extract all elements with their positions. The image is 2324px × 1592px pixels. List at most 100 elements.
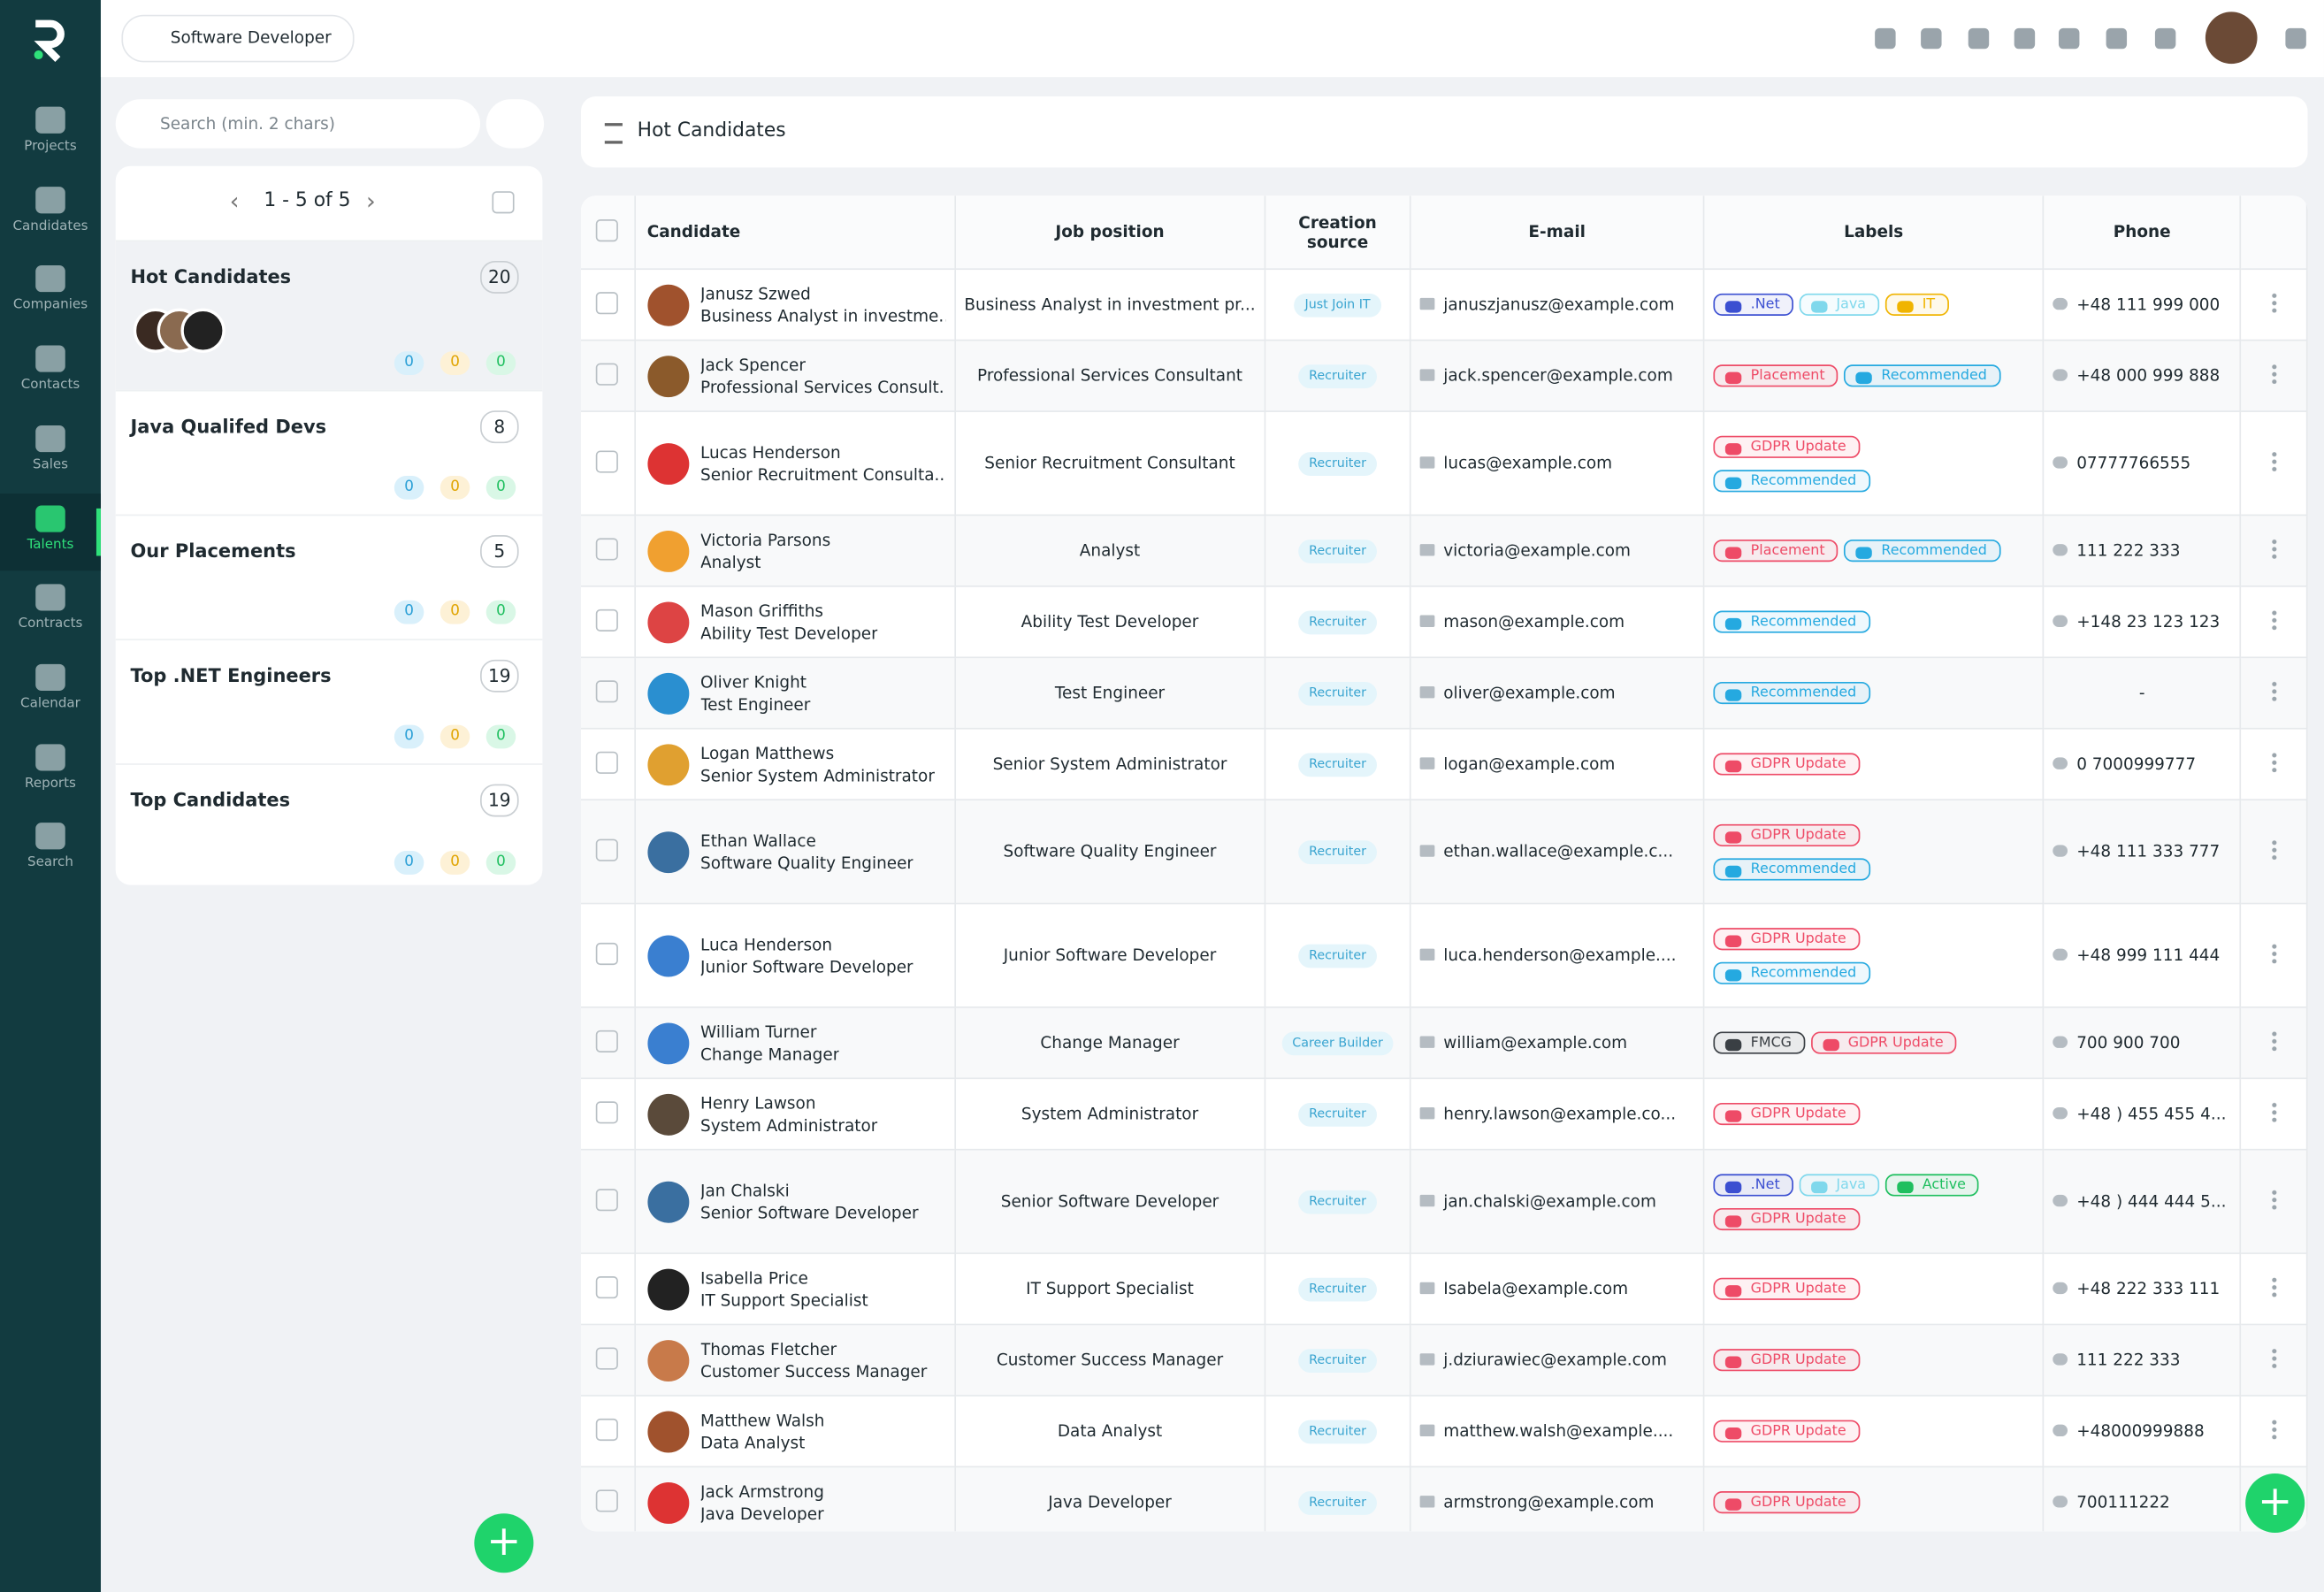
icon[interactable] [1921, 27, 1942, 50]
more-icon[interactable] [2271, 942, 2276, 964]
checkbox[interactable] [596, 362, 619, 385]
candidate-row[interactable]: Logan Matthews Senior System Administrato… [580, 728, 2308, 801]
nav-item[interactable]: Companies [0, 254, 101, 331]
candidate-row[interactable]: Janusz Szwed Business Analyst in investme… [580, 269, 2308, 341]
row-actions[interactable] [2240, 1253, 2308, 1326]
nav-item[interactable]: Calendar [0, 652, 101, 729]
row-actions[interactable] [2240, 1395, 2308, 1468]
candidate-name[interactable]: Jan Chalski [700, 1180, 790, 1200]
checkbox[interactable] [596, 537, 619, 560]
row-actions[interactable] [2240, 1149, 2308, 1254]
checkbox[interactable] [596, 942, 619, 965]
candidate-row[interactable]: William Turner Change Manager Change Manag… [580, 1006, 2308, 1080]
checkbox[interactable] [596, 1100, 619, 1123]
row-actions[interactable] [2240, 340, 2308, 412]
row-actions[interactable] [2240, 800, 2308, 905]
candidate-row[interactable]: Isabella Price IT Support Specialist IT Su… [580, 1253, 2308, 1326]
candidate-name[interactable]: Oliver Knight [700, 672, 807, 692]
nav-item[interactable]: Sales [0, 413, 101, 490]
more-icon[interactable] [2271, 1029, 2276, 1052]
row-actions[interactable] [2240, 586, 2308, 659]
row-actions[interactable] [2240, 269, 2308, 341]
nav-item[interactable]: Projects [0, 95, 101, 172]
more-icon[interactable] [2271, 292, 2276, 313]
add-list[interactable]: + [474, 1513, 534, 1573]
icon[interactable] [2154, 27, 2176, 50]
candidate-name[interactable]: Lucas Henderson [700, 442, 841, 463]
checkbox[interactable] [596, 838, 619, 861]
list-item[interactable]: Top .NET Engineers 19 0 0 0 [115, 639, 543, 763]
select-all[interactable] [492, 191, 515, 214]
more-icon[interactable] [2271, 608, 2276, 631]
candidate-name[interactable]: Luca Henderson [700, 934, 833, 954]
candidate-name[interactable]: Jack Spencer [700, 355, 806, 375]
list-item[interactable]: Top Candidates 19 0 0 0 [115, 763, 543, 884]
candidate-row[interactable]: Victoria Parsons Analyst Analyst Recruiter v… [580, 515, 2308, 587]
more-icon[interactable] [2271, 1101, 2276, 1122]
nav-item[interactable]: Contacts [0, 333, 101, 410]
filter-icon[interactable] [604, 123, 623, 144]
candidate-name[interactable]: Mason Griffiths [700, 601, 824, 621]
notifications[interactable] [2058, 27, 2080, 50]
icon[interactable] [2106, 27, 2128, 50]
row-actions[interactable] [2240, 1078, 2308, 1151]
prev-page[interactable]: ‹ [229, 187, 240, 216]
list-item[interactable]: Our Placements 5 0 0 0 [115, 514, 543, 639]
checkbox[interactable] [596, 1188, 619, 1211]
nav-item[interactable]: Candidates [0, 174, 101, 251]
candidate-name[interactable]: Matthew Walsh [700, 1410, 825, 1430]
nav-item[interactable]: Talents [0, 493, 101, 570]
checkbox[interactable] [596, 291, 619, 314]
candidate-name[interactable]: William Turner [700, 1022, 817, 1042]
candidate-row[interactable]: Jack Armstrong Java Developer Java Develop… [580, 1466, 2308, 1532]
add-candidate[interactable]: + [2245, 1473, 2305, 1533]
checkbox[interactable] [596, 1029, 619, 1052]
candidate-row[interactable]: Luca Henderson Junior Software Developer J… [580, 903, 2308, 1008]
checkbox[interactable] [596, 1346, 619, 1369]
user-avatar[interactable] [2205, 11, 2258, 65]
icon[interactable] [1968, 27, 1990, 50]
candidate-name[interactable]: Jack Armstrong [700, 1481, 824, 1501]
list-item[interactable]: Hot Candidates 20 0 0 0 [115, 240, 543, 390]
candidate-row[interactable]: Jan Chalski Senior Software Developer Seni… [580, 1149, 2308, 1254]
more-icon[interactable] [2271, 680, 2276, 701]
row-actions[interactable] [2240, 1324, 2308, 1397]
icon[interactable] [2285, 27, 2306, 50]
icon[interactable] [2014, 27, 2036, 50]
row-actions[interactable] [2240, 1006, 2308, 1080]
more-icon[interactable] [2271, 1418, 2276, 1440]
checkbox[interactable] [596, 608, 619, 631]
column-settings[interactable] [2240, 195, 2308, 271]
checkbox[interactable] [596, 750, 619, 774]
row-actions[interactable] [2240, 903, 2308, 1008]
more-icon[interactable] [2271, 538, 2276, 559]
checkbox[interactable] [596, 1275, 619, 1298]
more-icon[interactable] [2271, 363, 2276, 385]
more-icon[interactable] [2271, 1189, 2276, 1210]
candidate-row[interactable]: Oliver Knight Test Engineer Test Engineer R… [580, 657, 2308, 730]
candidate-name[interactable]: Isabella Price [700, 1267, 808, 1288]
checkbox[interactable] [596, 1418, 619, 1441]
nav-item[interactable]: Search [0, 811, 101, 888]
candidate-name[interactable]: Ethan Wallace [700, 830, 816, 851]
candidate-row[interactable]: Thomas Fletcher Customer Success Manager C… [580, 1324, 2308, 1397]
candidate-row[interactable]: Henry Lawson System Administrator System A… [580, 1078, 2308, 1151]
checkbox[interactable] [596, 679, 619, 702]
next-page[interactable]: › [365, 187, 376, 216]
candidate-name[interactable]: Logan Matthews [700, 743, 835, 763]
more-icon[interactable] [2271, 1276, 2276, 1297]
checkbox[interactable] [596, 449, 619, 472]
candidate-row[interactable]: Jack Spencer Professional Services Consul… [580, 340, 2308, 412]
nav-item[interactable]: Reports [0, 731, 101, 808]
select-all[interactable] [596, 218, 619, 241]
list-item[interactable]: Java Qualifed Devs 8 0 0 0 [115, 389, 543, 515]
nav-item[interactable]: Contracts [0, 572, 101, 649]
row-actions[interactable] [2240, 515, 2308, 587]
more-icon[interactable] [2271, 450, 2276, 471]
search-input[interactable]: Search (min. 2 chars) [115, 99, 481, 149]
candidate-name[interactable]: Janusz Szwed [700, 283, 811, 303]
more-icon[interactable] [2271, 838, 2276, 861]
candidate-row[interactable]: Matthew Walsh Data Analyst Data Analyst Rec… [580, 1395, 2308, 1468]
workspace-selector[interactable]: Software Developer [121, 14, 354, 63]
candidate-row[interactable]: Mason Griffiths Ability Test Developer Abi… [580, 586, 2308, 659]
